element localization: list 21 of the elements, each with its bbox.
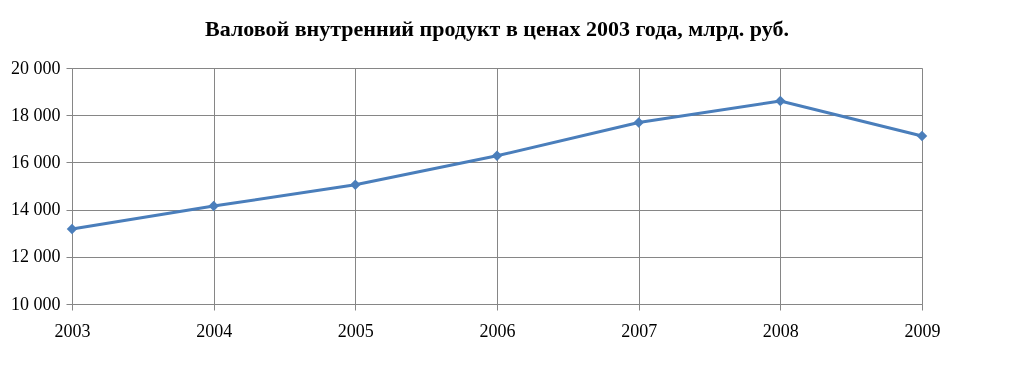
x-tick-label: 2004 xyxy=(196,320,233,341)
y-tick-label: 10 000 xyxy=(11,293,61,314)
x-tick-label: 2009 xyxy=(904,320,941,341)
point xyxy=(350,179,361,191)
point xyxy=(633,117,644,128)
y-tick-label: 12 000 xyxy=(11,246,61,267)
x-tick-label: 2008 xyxy=(762,320,799,341)
x-tick-label: 2007 xyxy=(621,320,658,341)
point xyxy=(66,223,78,235)
y-tick-label: 16 000 xyxy=(11,151,61,172)
y-tick-label: 14 000 xyxy=(11,199,61,220)
point xyxy=(775,95,786,107)
chart-title: Валовой внутренний продукт в ценах 2003 года, млрд. руб. xyxy=(205,16,789,41)
y-tick-label: 18 000 xyxy=(11,104,61,125)
point xyxy=(491,150,503,162)
point xyxy=(208,200,219,212)
x-tick-label: 2003 xyxy=(54,320,91,341)
x-tick-label: 2006 xyxy=(479,320,516,341)
y-tick-label: 20 000 xyxy=(11,57,61,78)
x-tick-label: 2005 xyxy=(337,320,374,341)
point xyxy=(916,130,928,142)
